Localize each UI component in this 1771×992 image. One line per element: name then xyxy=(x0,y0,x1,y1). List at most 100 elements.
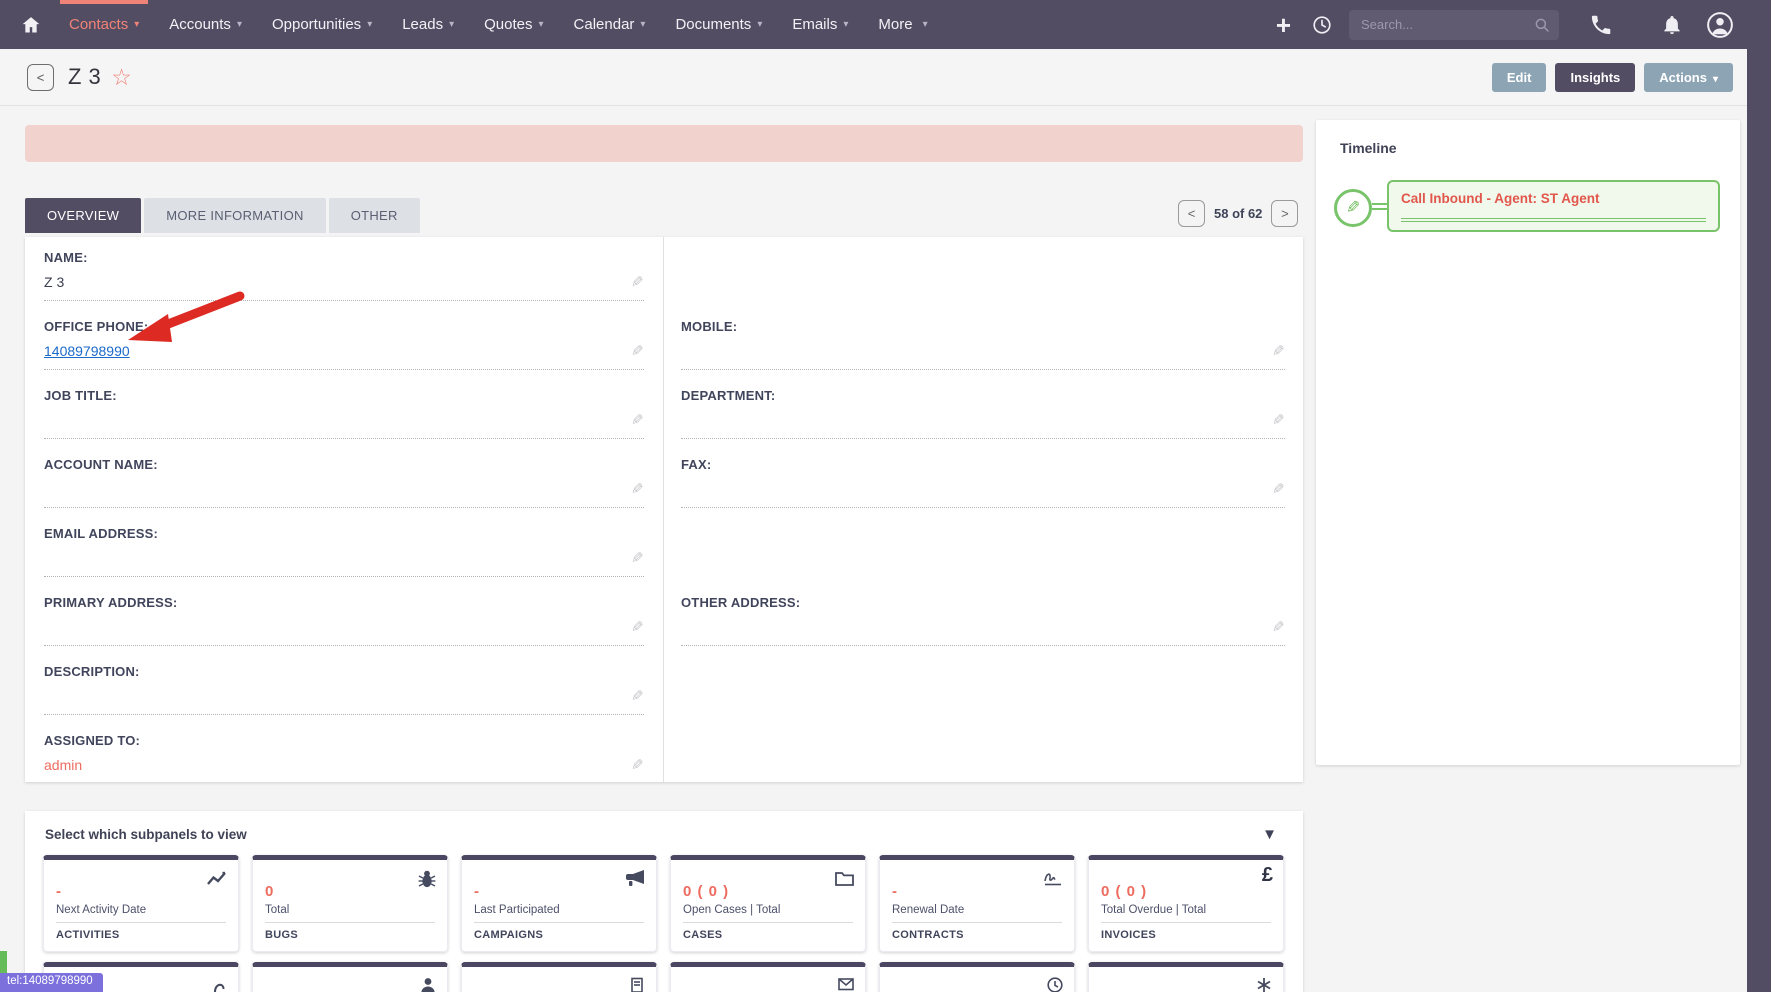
megaphone-icon xyxy=(624,869,646,887)
line-chart-icon xyxy=(206,869,228,889)
nav-item-more[interactable]: More ▾ xyxy=(878,16,928,33)
field-job-title: JOB TITLE: ✎ xyxy=(44,381,644,450)
hook-icon xyxy=(210,976,228,992)
field-name-value: Z 3 xyxy=(44,273,65,290)
record-header: < Z 3 ☆ Edit Insights Actions ▾ xyxy=(0,49,1747,106)
nav-item-calendar[interactable]: Calendar ▾ xyxy=(573,16,646,33)
detail-tabs: OVERVIEW MORE INFORMATION OTHER xyxy=(25,198,420,233)
field-department: DEPARTMENT: ✎ xyxy=(681,381,1285,450)
timeline-entry-card[interactable]: Call Inbound - Agent: ST Agent xyxy=(1387,180,1720,232)
chevron-down-icon: ▾ xyxy=(134,19,140,30)
back-button[interactable]: < xyxy=(27,63,54,91)
chevron-down-icon: ▾ xyxy=(843,19,849,30)
office-phone-link[interactable]: 14089798990 xyxy=(44,342,130,359)
home-icon[interactable] xyxy=(8,0,54,49)
chevron-down-icon: ▾ xyxy=(449,19,455,30)
fields-column-right: MOBILE: ✎ DEPARTMENT: ✎ FAX: ✎ OTHER ADD… xyxy=(681,243,1285,657)
chevron-down-icon: ▾ xyxy=(1712,73,1718,85)
subpanel-tile-partial[interactable] xyxy=(1088,962,1284,992)
search-icon[interactable] xyxy=(1533,16,1551,34)
nav-item-opportunities[interactable]: Opportunities ▾ xyxy=(271,16,373,33)
subpanel-tiles-row-1: - Next Activity Date ACTIVITIES 0 Total … xyxy=(25,855,1303,952)
navbar-actions: + xyxy=(1275,9,1771,40)
tab-more-information[interactable]: MORE INFORMATION xyxy=(144,198,326,233)
subpanel-tile-partial[interactable] xyxy=(879,962,1075,992)
field-account-name: ACCOUNT NAME: ✎ xyxy=(44,450,644,519)
nav-item-documents[interactable]: Documents ▾ xyxy=(675,16,763,33)
timeline-entry-text: Call Inbound - Agent: ST Agent xyxy=(1401,191,1600,206)
link-preview-status: tel:14089798990 xyxy=(0,973,103,992)
nav-item-quotes[interactable]: Quotes ▾ xyxy=(484,16,544,33)
favorite-star-icon[interactable]: ☆ xyxy=(111,63,132,90)
page-title: Z 3 xyxy=(68,64,102,89)
phone-icon[interactable] xyxy=(1589,13,1613,37)
field-assigned-to: ASSIGNED TO: admin ✎ xyxy=(44,733,644,774)
edit-pencil-icon[interactable]: ✎ xyxy=(631,757,644,774)
prev-record-button[interactable]: < xyxy=(1178,200,1205,227)
timeline-entry: ✎ Call Inbound - Agent: ST Agent xyxy=(1316,180,1740,232)
subpanel-tiles-row-2 xyxy=(25,962,1303,992)
tab-other[interactable]: OTHER xyxy=(328,198,420,233)
edit-pencil-icon[interactable]: ✎ xyxy=(631,618,644,636)
assigned-user-link[interactable]: admin xyxy=(44,757,83,773)
edit-pencil-icon[interactable]: ✎ xyxy=(631,687,644,705)
timeline-connector xyxy=(1372,202,1387,210)
notifications-bell-icon[interactable] xyxy=(1661,14,1683,36)
user-avatar-icon[interactable] xyxy=(1705,10,1735,40)
timeline-entry-divider xyxy=(1401,218,1706,222)
nav-item-leads[interactable]: Leads ▾ xyxy=(402,16,455,33)
subpanel-tile-cases[interactable]: 0 ( 0 ) Open Cases | Total CASES xyxy=(670,855,866,952)
call-event-icon: ✎ xyxy=(1334,189,1372,227)
search-input[interactable] xyxy=(1349,9,1559,40)
insights-button[interactable]: Insights xyxy=(1555,62,1636,92)
window-side-strip xyxy=(1747,0,1771,992)
edit-pencil-icon[interactable]: ✎ xyxy=(631,273,644,291)
subpanel-tile-campaigns[interactable]: - Last Participated CAMPAIGNS xyxy=(461,855,657,952)
subpanel-tile-partial[interactable] xyxy=(252,962,448,992)
subpanel-tile-partial[interactable] xyxy=(461,962,657,992)
subpanel-tile-bugs[interactable]: 0 Total BUGS xyxy=(252,855,448,952)
edit-pencil-icon[interactable]: ✎ xyxy=(1272,480,1285,498)
envelope-icon xyxy=(837,976,855,992)
field-fax: FAX: ✎ xyxy=(681,450,1285,519)
top-navbar: Contacts ▾ Accounts ▾ Opportunities ▾ Leads… xyxy=(0,0,1771,49)
pagination-label: 58 of 62 xyxy=(1214,206,1263,221)
history-icon[interactable] xyxy=(1311,14,1333,36)
chevron-down-icon: ▾ xyxy=(922,19,928,30)
collapse-triangle-icon[interactable]: ▼ xyxy=(1262,826,1277,843)
quick-create-plus-icon[interactable]: + xyxy=(1275,9,1291,40)
pound-icon: £ xyxy=(1261,864,1273,886)
edit-pencil-icon[interactable]: ✎ xyxy=(1272,342,1285,360)
subpanel-tile-contracts[interactable]: - Renewal Date CONTRACTS xyxy=(879,855,1075,952)
field-primary-address: PRIMARY ADDRESS: ✎ xyxy=(44,588,644,657)
edit-button[interactable]: Edit xyxy=(1491,62,1547,92)
asterisk-icon xyxy=(1255,976,1273,992)
nav-item-contacts[interactable]: Contacts ▾ xyxy=(54,0,154,49)
nav-item-emails[interactable]: Emails ▾ xyxy=(792,16,849,33)
subpanels-section: Select which subpanels to view ▼ - Next … xyxy=(25,811,1303,992)
edit-pencil-icon[interactable]: ✎ xyxy=(631,480,644,498)
edit-pencil-icon[interactable]: ✎ xyxy=(631,342,644,360)
subpanel-tile-invoices[interactable]: £ 0 ( 0 ) Total Overdue | Total INVOICES xyxy=(1088,855,1284,952)
document-icon xyxy=(628,976,646,992)
chevron-down-icon: ▾ xyxy=(640,19,646,30)
nav-item-accounts[interactable]: Accounts ▾ xyxy=(169,16,242,33)
chevron-down-icon: ▾ xyxy=(236,19,242,30)
person-icon xyxy=(419,976,437,992)
folder-icon xyxy=(834,869,855,887)
actions-button[interactable]: Actions ▾ xyxy=(1644,62,1733,92)
fields-column-left: NAME: Z 3 ✎ OFFICE PHONE: 14089798990 ✎ JO… xyxy=(44,243,644,795)
column-divider xyxy=(663,237,664,782)
tab-overview[interactable]: OVERVIEW xyxy=(25,198,142,233)
signature-icon xyxy=(1042,869,1064,888)
edit-pencil-icon[interactable]: ✎ xyxy=(1272,618,1285,636)
record-pagination: < 58 of 62 > xyxy=(1178,200,1299,227)
subpanel-tile-partial[interactable] xyxy=(670,962,866,992)
record-actions: Edit Insights Actions ▾ xyxy=(1491,62,1733,92)
next-record-button[interactable]: > xyxy=(1271,200,1299,227)
edit-pencil-icon[interactable]: ✎ xyxy=(631,549,644,567)
subpanel-tile-activities[interactable]: - Next Activity Date ACTIVITIES xyxy=(43,855,239,952)
field-name: NAME: Z 3 ✎ xyxy=(44,243,644,312)
edit-pencil-icon[interactable]: ✎ xyxy=(631,411,644,429)
edit-pencil-icon[interactable]: ✎ xyxy=(1272,411,1285,429)
